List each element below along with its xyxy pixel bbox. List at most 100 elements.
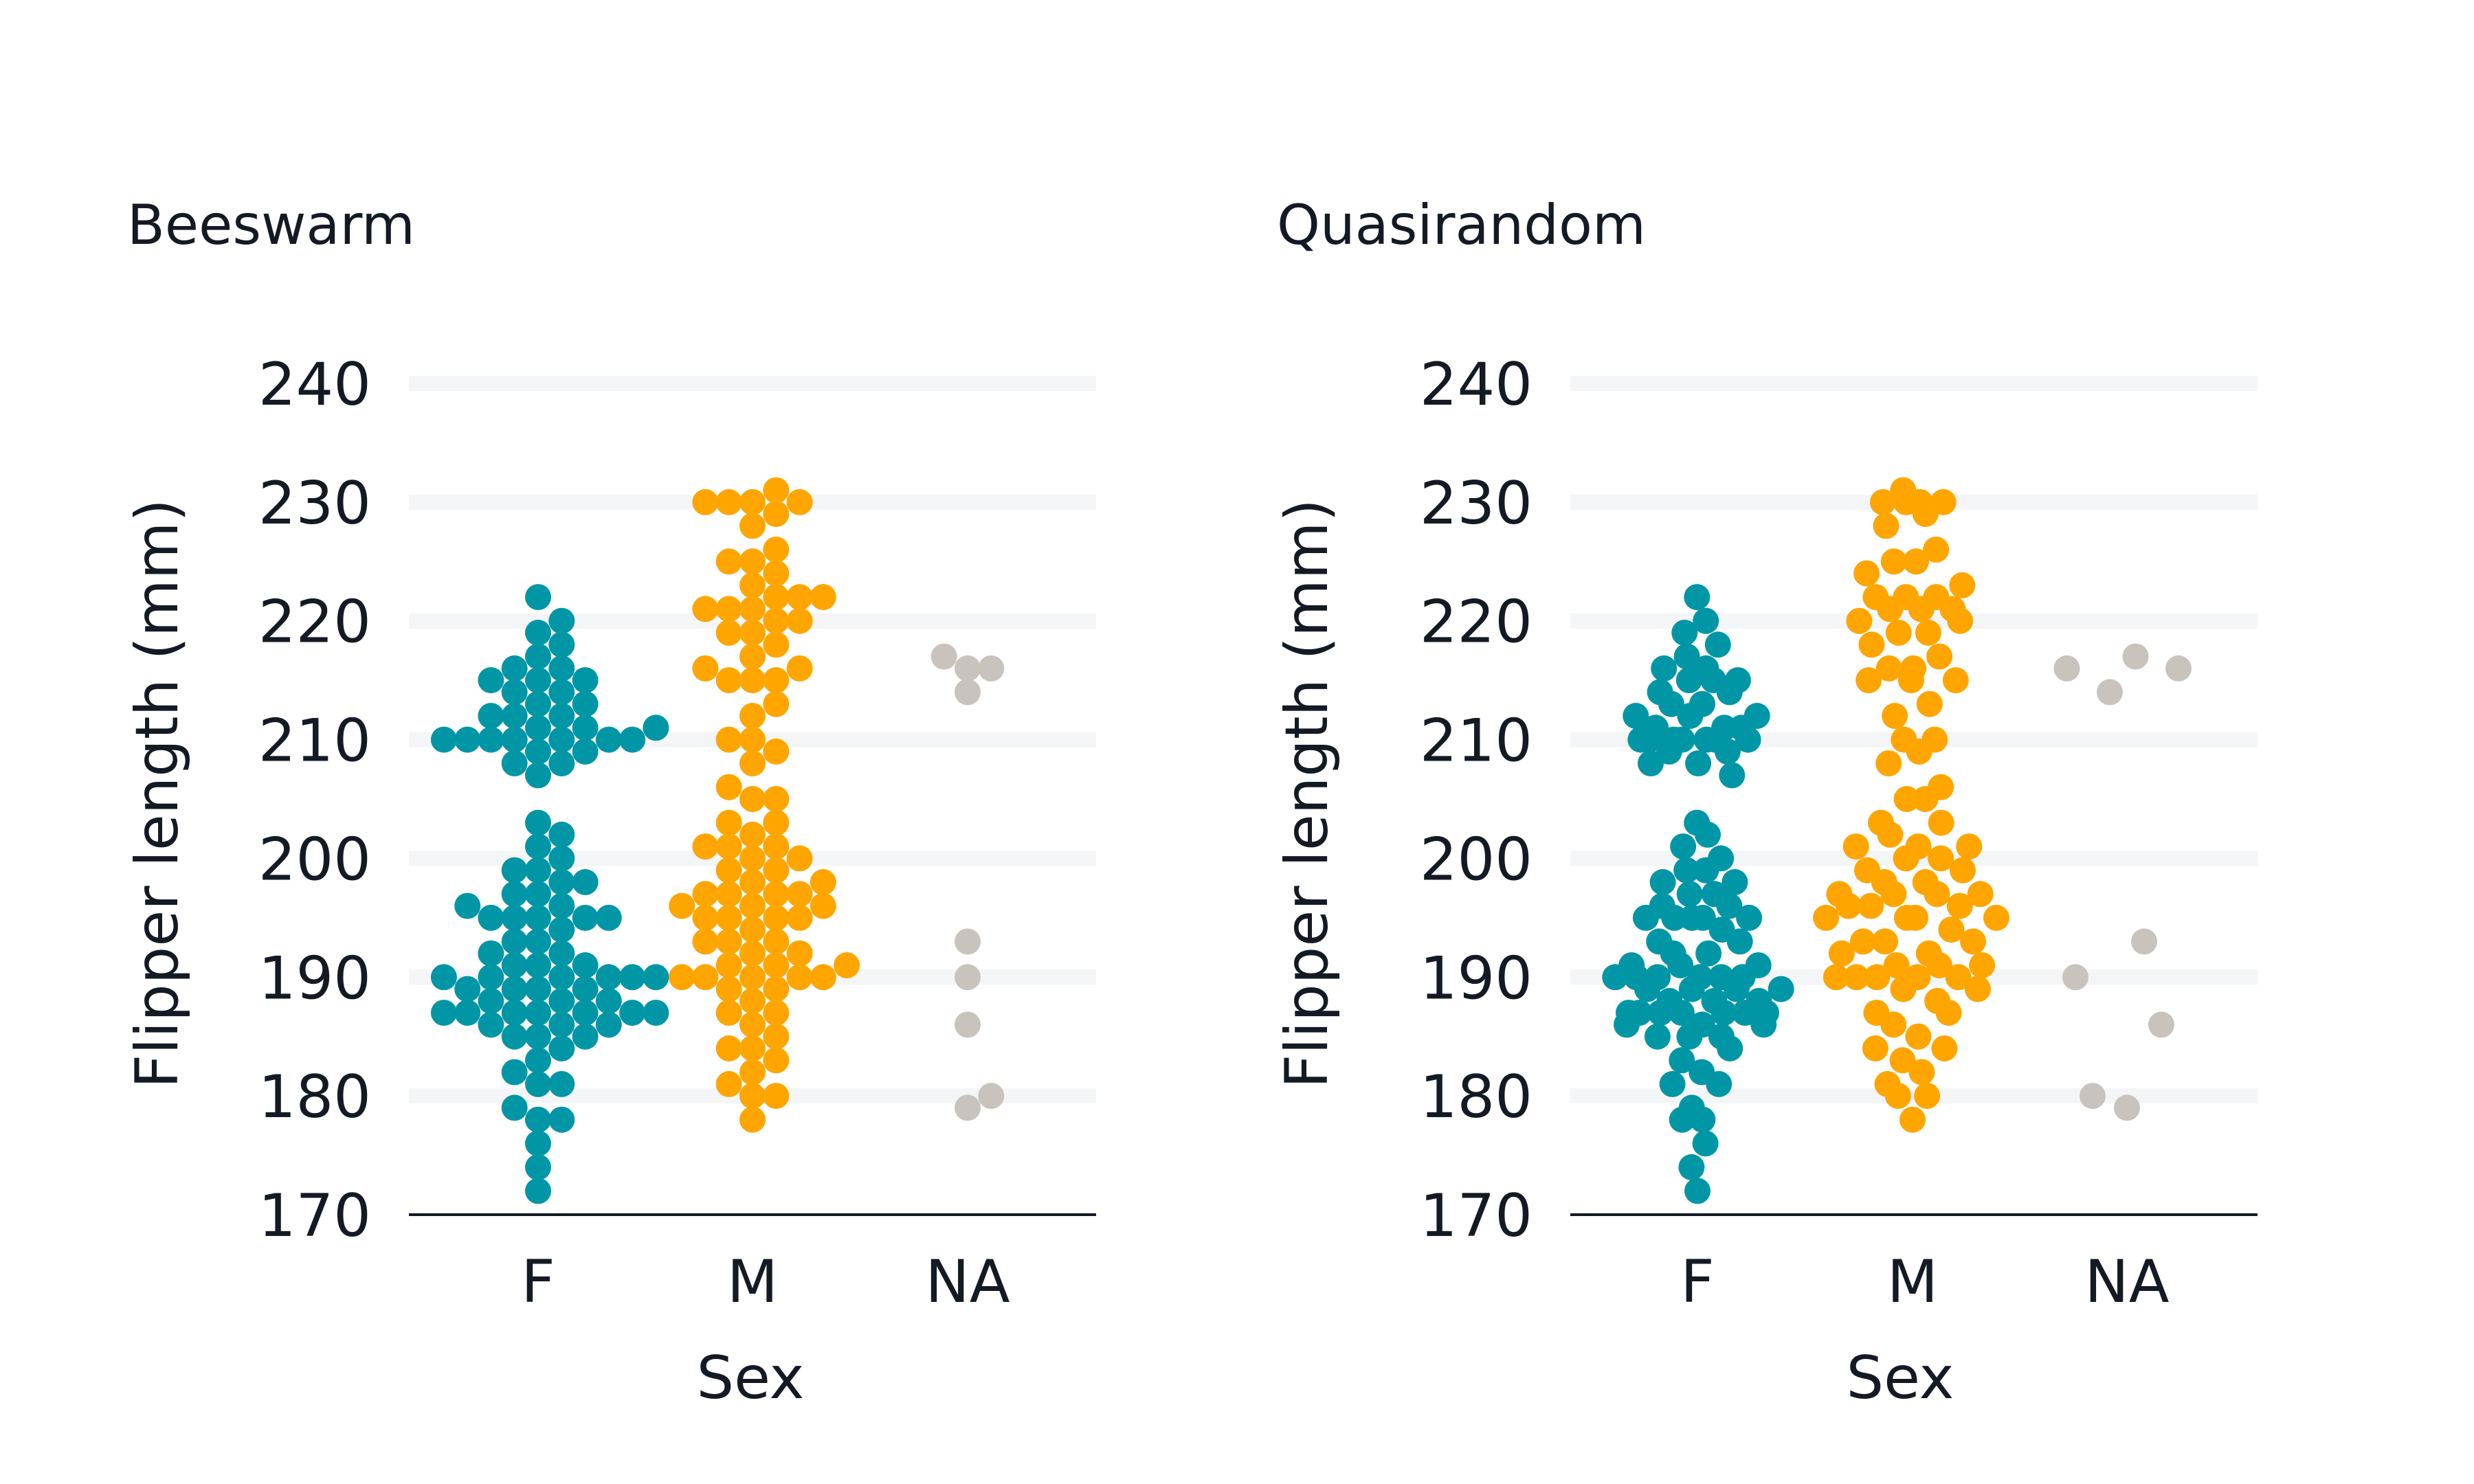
data-point-m (692, 655, 719, 682)
y-axis-label: Flipper length (mm) (123, 499, 192, 1088)
data-point-f (595, 726, 622, 753)
data-point-m (763, 952, 790, 978)
data-point-na (2114, 1094, 2140, 1121)
data-point-m (715, 976, 742, 1002)
data-point-m (763, 477, 790, 504)
data-point-m (1983, 904, 2009, 931)
data-points (1602, 477, 2192, 1204)
data-point-f (548, 1070, 575, 1097)
data-point-f (525, 976, 551, 1002)
data-point-f (1670, 833, 1697, 860)
data-point-f (548, 703, 575, 729)
data-point-m (1945, 964, 1972, 991)
data-point-m (786, 904, 813, 931)
y-tick-label: 230 (1420, 469, 1533, 538)
data-point-m (786, 881, 813, 908)
data-point-f (548, 1035, 575, 1061)
data-point-m (1905, 833, 1932, 860)
x-tick-label: NA (2084, 1248, 2169, 1316)
data-point-m (1914, 1083, 1941, 1110)
data-point-f (525, 1154, 551, 1180)
data-point-m (739, 917, 766, 943)
data-point-f (1685, 750, 1712, 777)
data-point-f (572, 690, 599, 717)
data-points (430, 477, 1005, 1204)
data-point-f (430, 726, 457, 753)
data-point-f (501, 750, 528, 777)
data-point-m (786, 655, 813, 682)
data-point-f (1708, 964, 1735, 991)
data-point-f (501, 1023, 528, 1050)
data-point-f (1736, 904, 1763, 931)
data-point-f (619, 726, 646, 753)
data-point-f (572, 1023, 599, 1050)
x-tick-label: F (1680, 1248, 1714, 1316)
data-point-f (548, 821, 575, 848)
data-point-m (692, 488, 719, 515)
data-point-f (1693, 607, 1719, 634)
x-tick-labels: F M NA (521, 1248, 1010, 1316)
data-point-f (1689, 1011, 1715, 1038)
data-point-m (1858, 631, 1885, 658)
data-point-m (739, 987, 766, 1014)
data-point-f (430, 1000, 457, 1026)
data-point-f (548, 655, 575, 682)
data-point-f (572, 1000, 599, 1026)
data-point-m (715, 620, 742, 646)
data-point-f (525, 1070, 551, 1097)
data-point-f (619, 964, 646, 991)
data-point-f (501, 679, 528, 706)
data-point-m (1931, 1035, 1958, 1061)
data-point-m (1823, 964, 1849, 991)
data-point-m (1854, 857, 1880, 884)
data-point-m (763, 904, 790, 931)
data-point-m (1882, 703, 1908, 729)
data-point-m (739, 940, 766, 967)
data-point-f (525, 690, 551, 717)
data-point-m (810, 964, 836, 991)
data-point-m (715, 774, 742, 800)
data-point-m (739, 726, 766, 753)
data-point-na (955, 655, 981, 682)
y-tick-label: 170 (1420, 1182, 1533, 1250)
data-point-m (763, 1023, 790, 1050)
data-point-m (763, 738, 790, 765)
data-point-f (595, 904, 622, 931)
data-point-f (1616, 1000, 1642, 1026)
data-point-m (1928, 845, 1954, 872)
y-tick-label: 240 (258, 350, 371, 419)
data-point-m (1862, 584, 1889, 611)
data-point-m (1842, 833, 1869, 860)
data-point-m (763, 881, 790, 908)
data-point-m (1862, 1035, 1888, 1061)
y-tick-label: 170 (258, 1182, 371, 1250)
data-point-m (1853, 560, 1880, 587)
data-point-m (1965, 976, 1991, 1002)
data-point-m (1950, 857, 1976, 884)
data-point-m (810, 584, 836, 611)
data-point-na (955, 679, 981, 706)
data-point-m (1926, 643, 1953, 670)
data-point-m (739, 513, 766, 539)
data-point-f (501, 655, 528, 682)
data-point-m (715, 809, 742, 836)
data-point-f (1671, 620, 1698, 646)
x-axis-label: Sex (1847, 1344, 1954, 1413)
data-point-f (525, 952, 551, 978)
data-point-na (2053, 655, 2080, 682)
data-point-na (2122, 643, 2149, 670)
y-tick-label: 180 (258, 1063, 371, 1132)
data-point-m (739, 845, 766, 872)
data-point-f (1686, 964, 1713, 991)
data-point-m (1928, 774, 1954, 800)
data-point-m (1915, 620, 1941, 646)
data-point-m (763, 857, 790, 884)
data-point-f (454, 726, 481, 753)
data-point-na (955, 928, 981, 955)
data-point-m (786, 607, 813, 634)
data-point-m (763, 833, 790, 860)
y-tick-label: 190 (258, 944, 371, 1013)
data-point-f (1768, 976, 1794, 1002)
data-point-f (1684, 809, 1710, 836)
data-point-na (2080, 1083, 2106, 1110)
